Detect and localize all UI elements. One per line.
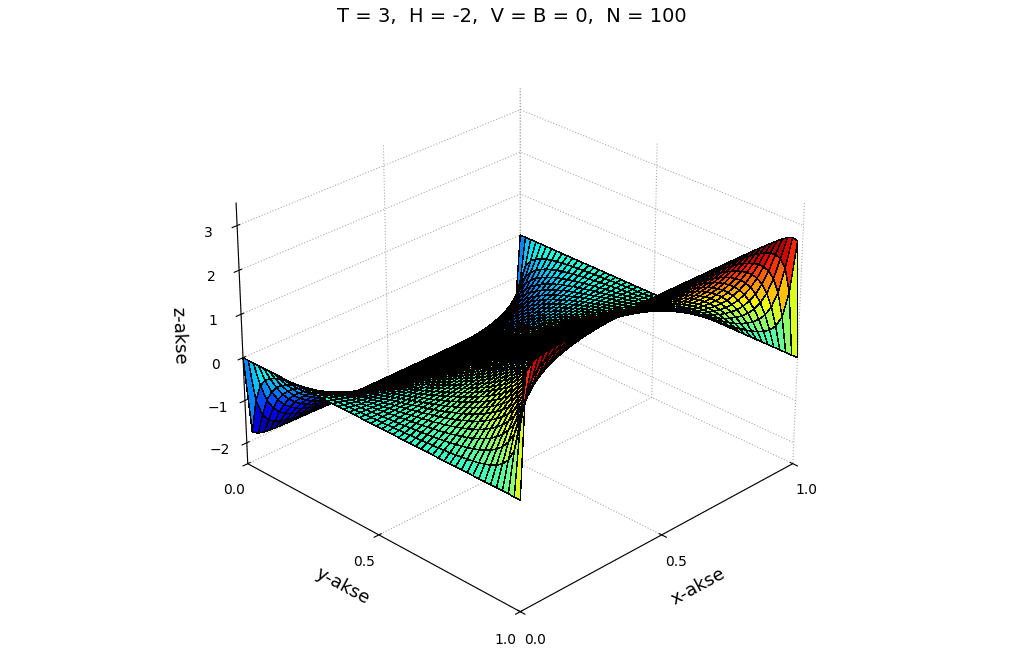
Title: T = 3,  H = -2,  V = B = 0,  N = 100: T = 3, H = -2, V = B = 0, N = 100 <box>337 7 687 26</box>
Y-axis label: y-akse: y-akse <box>312 564 373 608</box>
X-axis label: x-akse: x-akse <box>668 564 728 608</box>
